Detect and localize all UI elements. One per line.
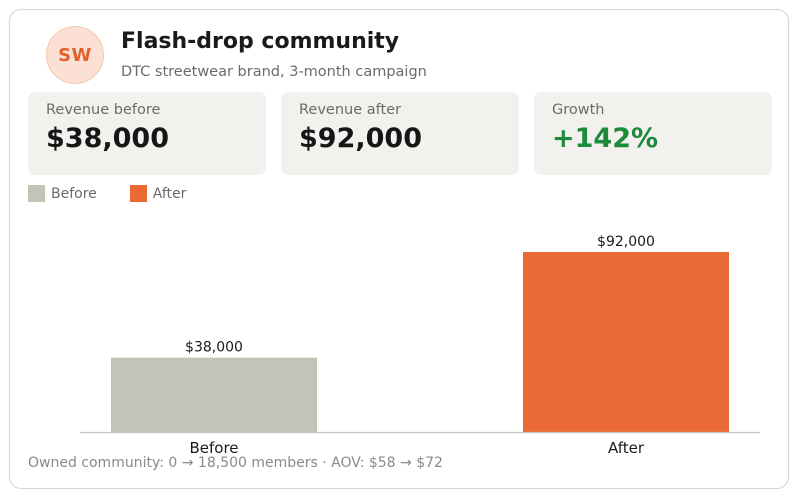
brand-avatar: SW [46, 26, 104, 84]
stat-value: $92,000 [299, 123, 422, 154]
page-subtitle: DTC streetwear brand, 3-month campaign [121, 64, 427, 80]
stat-label: Revenue after [299, 102, 402, 118]
avatar-initials: SW [58, 44, 92, 66]
legend-swatch [129, 185, 147, 202]
legend-swatch [28, 185, 45, 202]
stat-card-revenue-after: Revenue after $92,000 [281, 92, 519, 175]
stat-label: Growth [552, 102, 605, 118]
data-label: $38,000 [185, 340, 243, 356]
chart-legend: Before After [28, 185, 219, 202]
bar-before [111, 357, 317, 432]
stat-label: Revenue before [46, 102, 161, 118]
stat-value: $38,000 [46, 123, 169, 154]
stat-value: +142% [552, 123, 659, 154]
bar-after [523, 252, 729, 432]
stat-card-growth: Growth +142% [534, 92, 772, 175]
x-tick-label: After [608, 439, 645, 457]
legend-item-after: After [129, 185, 187, 202]
footer-note: Owned community: 0 → 18,500 members · AO… [28, 455, 443, 471]
stat-card-revenue-before: Revenue before $38,000 [28, 92, 266, 175]
x-tick-label: Before [189, 439, 238, 457]
page-title: Flash-drop community [121, 29, 400, 54]
legend-label: Before [51, 185, 97, 202]
legend-item-before: Before [28, 185, 97, 202]
legend-label: After [152, 185, 187, 202]
data-label: $92,000 [597, 234, 655, 250]
